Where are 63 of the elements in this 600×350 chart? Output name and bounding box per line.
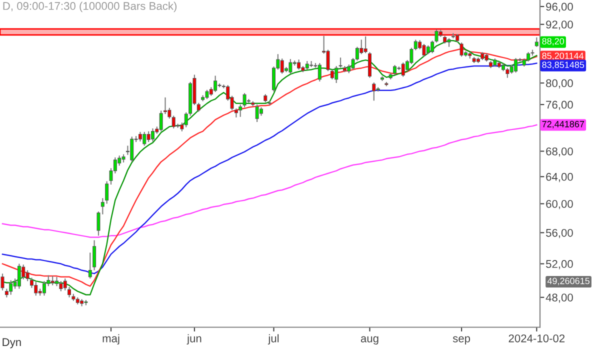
x-tick-label: jun <box>186 334 202 345</box>
y-tick-label: 64,00 <box>546 172 573 182</box>
x-tick-label: aug <box>360 336 378 345</box>
candlestick <box>318 62 322 82</box>
text: Dyn <box>2 338 21 348</box>
y-tick-label: 76,00 <box>546 100 573 110</box>
candlestick <box>234 108 238 118</box>
candlestick <box>372 82 376 102</box>
candlestick <box>172 115 176 129</box>
data-label: 72,441867 <box>542 120 584 128</box>
y-tick-label: 96,00 <box>546 2 573 12</box>
y-tick-label: 56,00 <box>546 228 573 238</box>
candlestick <box>297 58 301 70</box>
candlestick <box>88 252 92 280</box>
candlestick <box>393 64 397 76</box>
y-tick-label: 48,00 <box>546 294 573 303</box>
candlestick <box>422 43 426 58</box>
y-tick-label: 52,00 <box>546 260 573 270</box>
y-tick-label: 60,00 <box>546 200 573 210</box>
x-tick-label: 2024-10-02 <box>508 334 565 342</box>
candlestick <box>255 104 259 123</box>
candlestick <box>50 276 54 286</box>
y-tick-label: 68,00 <box>546 147 573 157</box>
candlestick <box>146 130 150 143</box>
x-tick-label: jul <box>268 334 279 345</box>
candlestick <box>130 136 134 162</box>
candlestick <box>105 180 109 204</box>
candlestick <box>526 52 530 62</box>
x-tick-label: maj <box>102 334 120 345</box>
line-series <box>2 124 538 238</box>
chart-title: D, 09:00-17:30 (100000 Bars Back) <box>3 2 177 12</box>
candlestick <box>9 280 13 296</box>
candlestick <box>142 131 146 146</box>
candlestick <box>242 92 246 108</box>
candlestick <box>42 280 46 296</box>
candlestick <box>368 52 372 78</box>
text: 49,260615 <box>547 278 590 286</box>
candlestick <box>214 75 218 93</box>
candlestick <box>451 32 455 39</box>
y-tick-label: 92,00 <box>546 20 573 30</box>
candlestick <box>506 68 510 78</box>
candlestick <box>401 62 405 78</box>
candlestick <box>460 42 464 58</box>
data-label: 83,851485 <box>542 62 584 70</box>
candlestick <box>334 65 338 84</box>
candlestick <box>138 131 142 142</box>
candlestick <box>34 281 38 296</box>
candlestick <box>55 276 58 287</box>
candlestick <box>92 240 96 271</box>
x-tick-label: sep <box>452 336 470 345</box>
candlestick <box>364 36 368 54</box>
candlestick <box>280 58 284 74</box>
candlestick <box>150 128 154 142</box>
candlestick <box>205 89 209 100</box>
candlestick <box>288 58 292 74</box>
candlestick <box>238 104 242 118</box>
candlestick <box>59 280 63 292</box>
y-tick-label: 80,00 <box>546 79 573 88</box>
candlestick <box>514 58 518 74</box>
data-label: 85,201144 <box>542 52 584 60</box>
candlestick <box>0 273 4 291</box>
candlestick <box>17 263 21 290</box>
text: 88,20 <box>542 38 564 46</box>
